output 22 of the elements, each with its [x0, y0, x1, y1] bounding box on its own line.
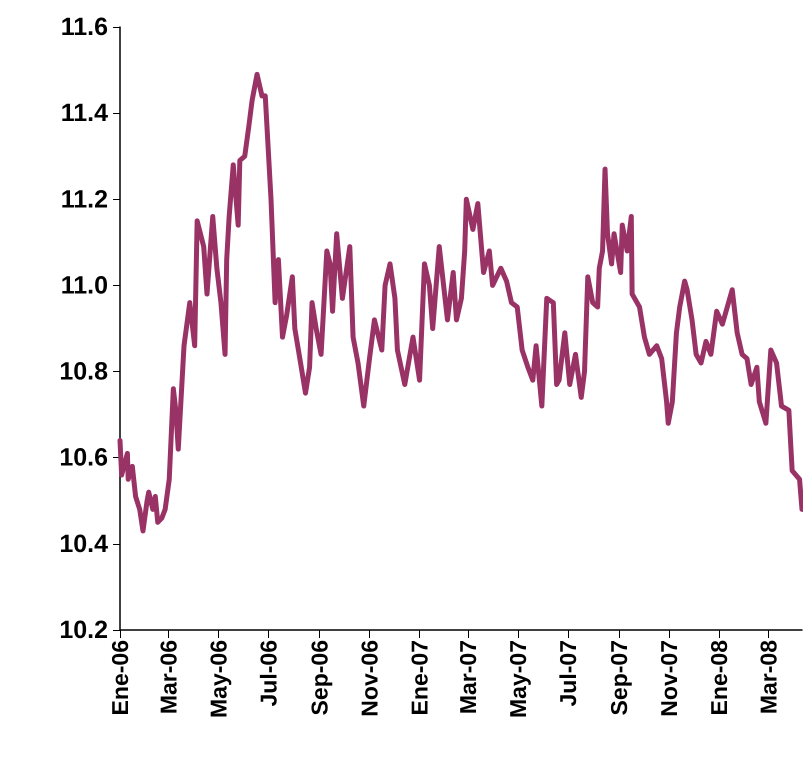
y-tick-label: 10.6	[59, 444, 108, 472]
x-tick-label: Jul-07	[555, 640, 582, 706]
y-tick-label: 10.2	[59, 616, 108, 644]
x-tick-label: Sep-07	[606, 640, 632, 716]
x-tick-label: Mar-07	[454, 640, 481, 714]
y-tick-label: 11.0	[60, 271, 108, 300]
x-tick-label: Ene-06	[107, 640, 133, 716]
y-tick-label: 10.4	[59, 530, 108, 558]
y-tick-label: 11.2	[60, 185, 108, 214]
x-tick-label: Jul-06	[256, 640, 282, 706]
y-tick-label: 10.8	[59, 358, 108, 386]
x-tick-label: Nov-07	[656, 640, 682, 717]
x-tick-label: Nov-06	[356, 640, 382, 717]
y-tick-label: 11.4	[60, 99, 108, 128]
x-tick-label: Mar-06	[155, 640, 182, 714]
x-tick-label: May-07	[505, 640, 532, 718]
x-tick-label: Ene-07	[406, 640, 433, 716]
y-tick-label: 11.6	[60, 13, 108, 41]
x-tick-label: Ene-08	[706, 640, 732, 716]
x-tick-label: Mar-08	[755, 640, 782, 714]
x-tick-label: Sep-06	[306, 640, 332, 716]
x-tick-label: May-06	[205, 640, 232, 718]
